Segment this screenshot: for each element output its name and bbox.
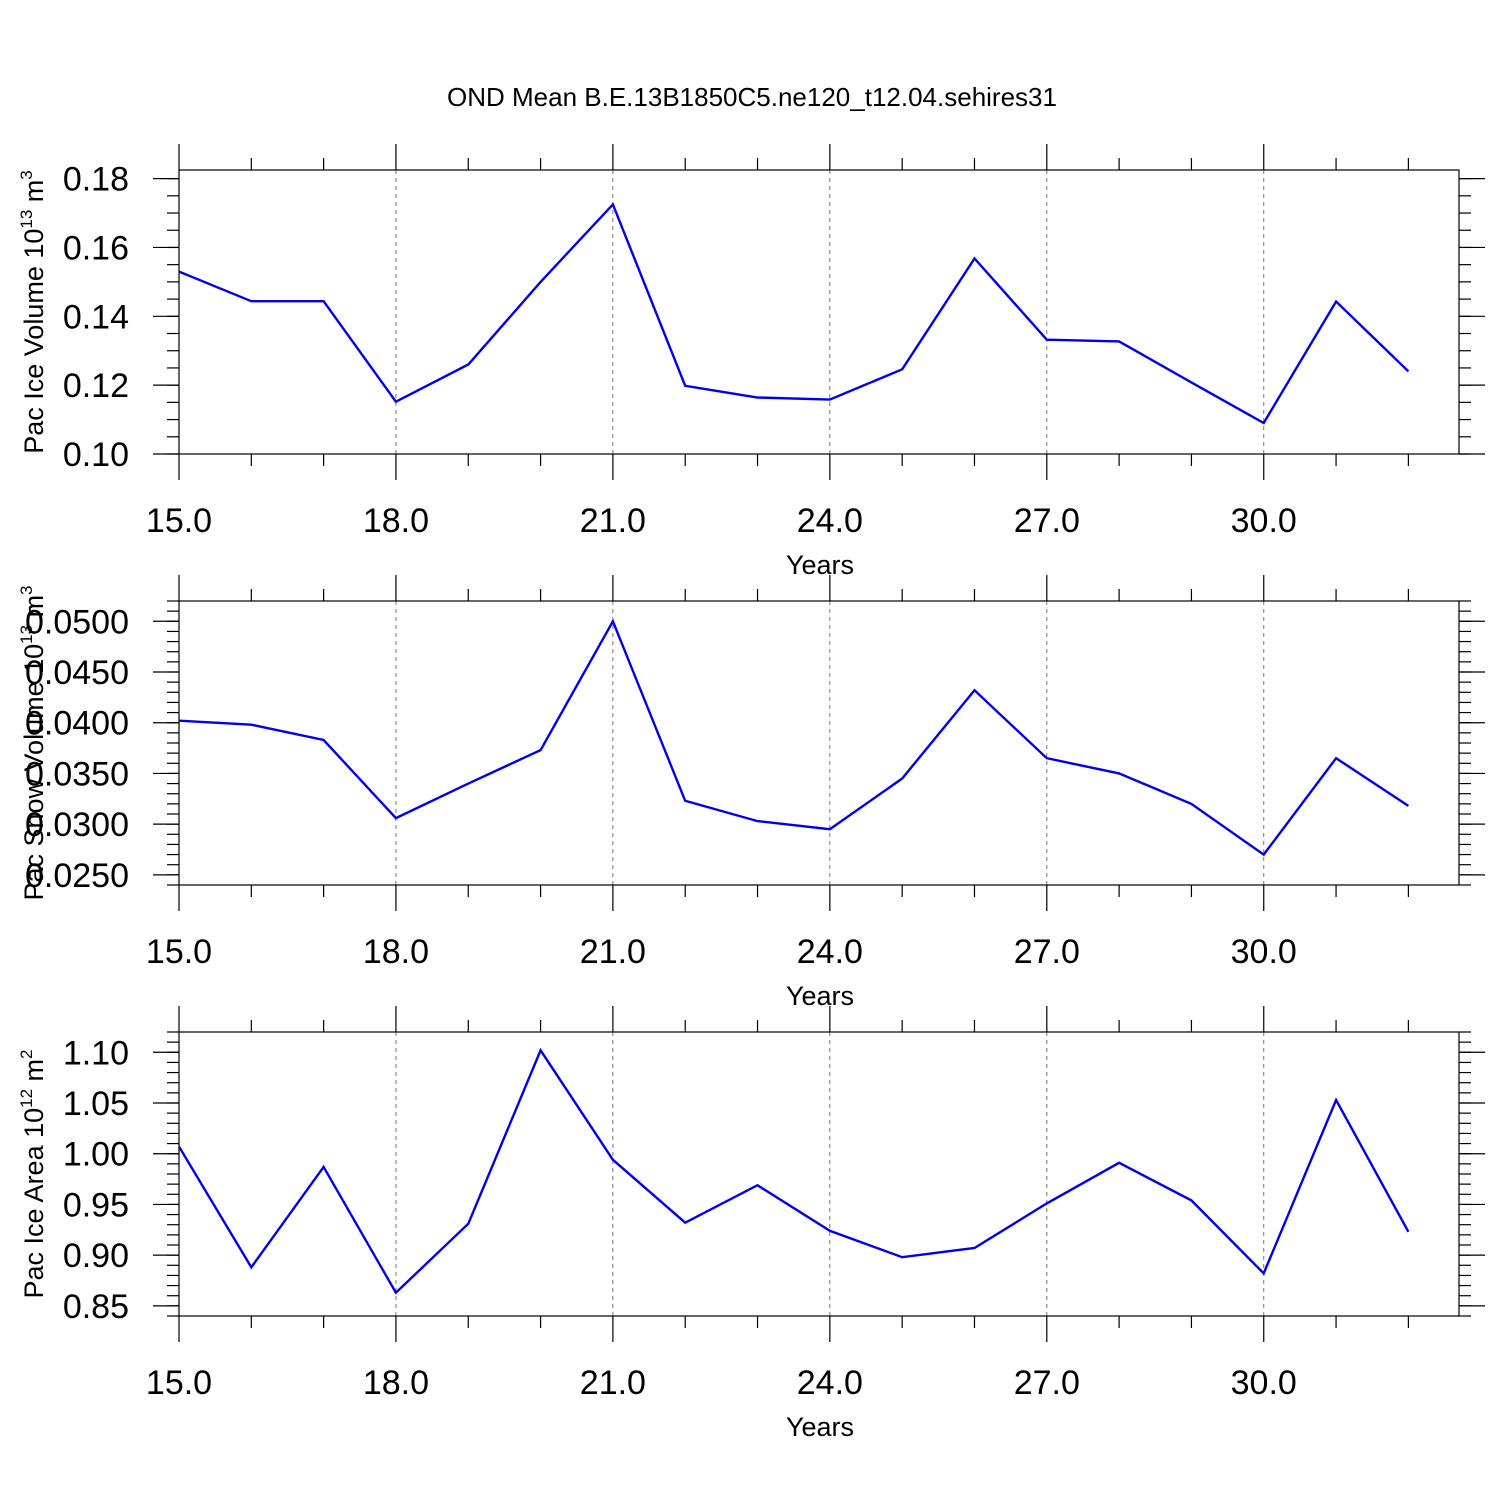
x-tick-label: 30.0 <box>1231 933 1297 971</box>
y-axis-label: Pac Ice Area 1012 m2 <box>17 1049 49 1298</box>
y-tick-label: 1.05 <box>63 1085 129 1123</box>
x-tick-label: 21.0 <box>580 502 646 540</box>
x-tick-label: 27.0 <box>1014 933 1080 971</box>
y-tick-label: 0.95 <box>63 1186 129 1224</box>
panel-2: 15.0 18.0 21.0 24.0 27.0 30.0 0.0250 0.0300 0.03… <box>17 575 1485 1011</box>
x-tick-label: 27.0 <box>1014 502 1080 540</box>
y-tick-label: 0.12 <box>63 367 129 405</box>
x-tick-label: 15.0 <box>146 1364 212 1402</box>
x-axis-label: Years <box>786 550 854 580</box>
x-tick-label: 21.0 <box>580 1364 646 1402</box>
y-tick-label: 0.10 <box>63 436 129 474</box>
x-tick-label: 15.0 <box>146 502 212 540</box>
x-tick-label: 15.0 <box>146 933 212 971</box>
x-tick-label: 24.0 <box>797 933 863 971</box>
y-tick-label: 0.0400 <box>25 705 129 743</box>
y-axis-label: Pac Ice Volume 1013 m3 <box>17 170 49 454</box>
plot-frame <box>178 1031 1460 1317</box>
panels: 15.0 18.0 21.0 24.0 27.0 30.0 0.10 0.12 0.14 0.16… <box>17 144 1485 1442</box>
x-tick-label: 18.0 <box>363 1364 429 1402</box>
y-tick-label: 0.0250 <box>25 857 129 895</box>
y-tick-label: 1.10 <box>63 1034 129 1072</box>
panel-3: 15.0 18.0 21.0 24.0 27.0 30.0 0.85 0.90 0.95 1.00… <box>17 1006 1485 1442</box>
x-tick-label: 27.0 <box>1014 1364 1080 1402</box>
y-tick-label: 0.16 <box>63 229 129 267</box>
x-tick-label: 30.0 <box>1231 502 1297 540</box>
panel-1: 15.0 18.0 21.0 24.0 27.0 30.0 0.10 0.12 0.14 0.16… <box>17 144 1485 580</box>
figure-title: OND Mean B.E.13B1850C5.ne120_t12.04.sehi… <box>447 82 1057 112</box>
y-tick-label: 0.85 <box>63 1288 129 1326</box>
plot-frame <box>178 600 1460 886</box>
series-line <box>179 618 1410 857</box>
series-line <box>179 1047 1410 1295</box>
x-tick-label: 18.0 <box>363 502 429 540</box>
y-tick-label: 0.0500 <box>25 603 129 641</box>
x-tick-label: 24.0 <box>797 502 863 540</box>
y-tick-label: 0.0450 <box>25 654 129 692</box>
x-tick-label: 21.0 <box>580 933 646 971</box>
x-tick-label: 24.0 <box>797 1364 863 1402</box>
series-line <box>179 202 1410 425</box>
x-tick-label: 18.0 <box>363 933 429 971</box>
y-tick-label: 0.90 <box>63 1237 129 1275</box>
plot-frame <box>178 169 1460 455</box>
y-tick-label: 0.0350 <box>25 755 129 793</box>
x-axis-label: Years <box>786 1412 854 1442</box>
y-tick-label: 0.14 <box>63 298 129 336</box>
x-axis-label: Years <box>786 981 854 1011</box>
y-tick-label: 0.18 <box>63 161 129 199</box>
y-tick-label: 1.00 <box>63 1136 129 1174</box>
y-axis-label: Pac Snow Volume 1013 m3 <box>17 585 49 900</box>
x-tick-label: 30.0 <box>1231 1364 1297 1402</box>
y-tick-label: 0.0300 <box>25 806 129 844</box>
